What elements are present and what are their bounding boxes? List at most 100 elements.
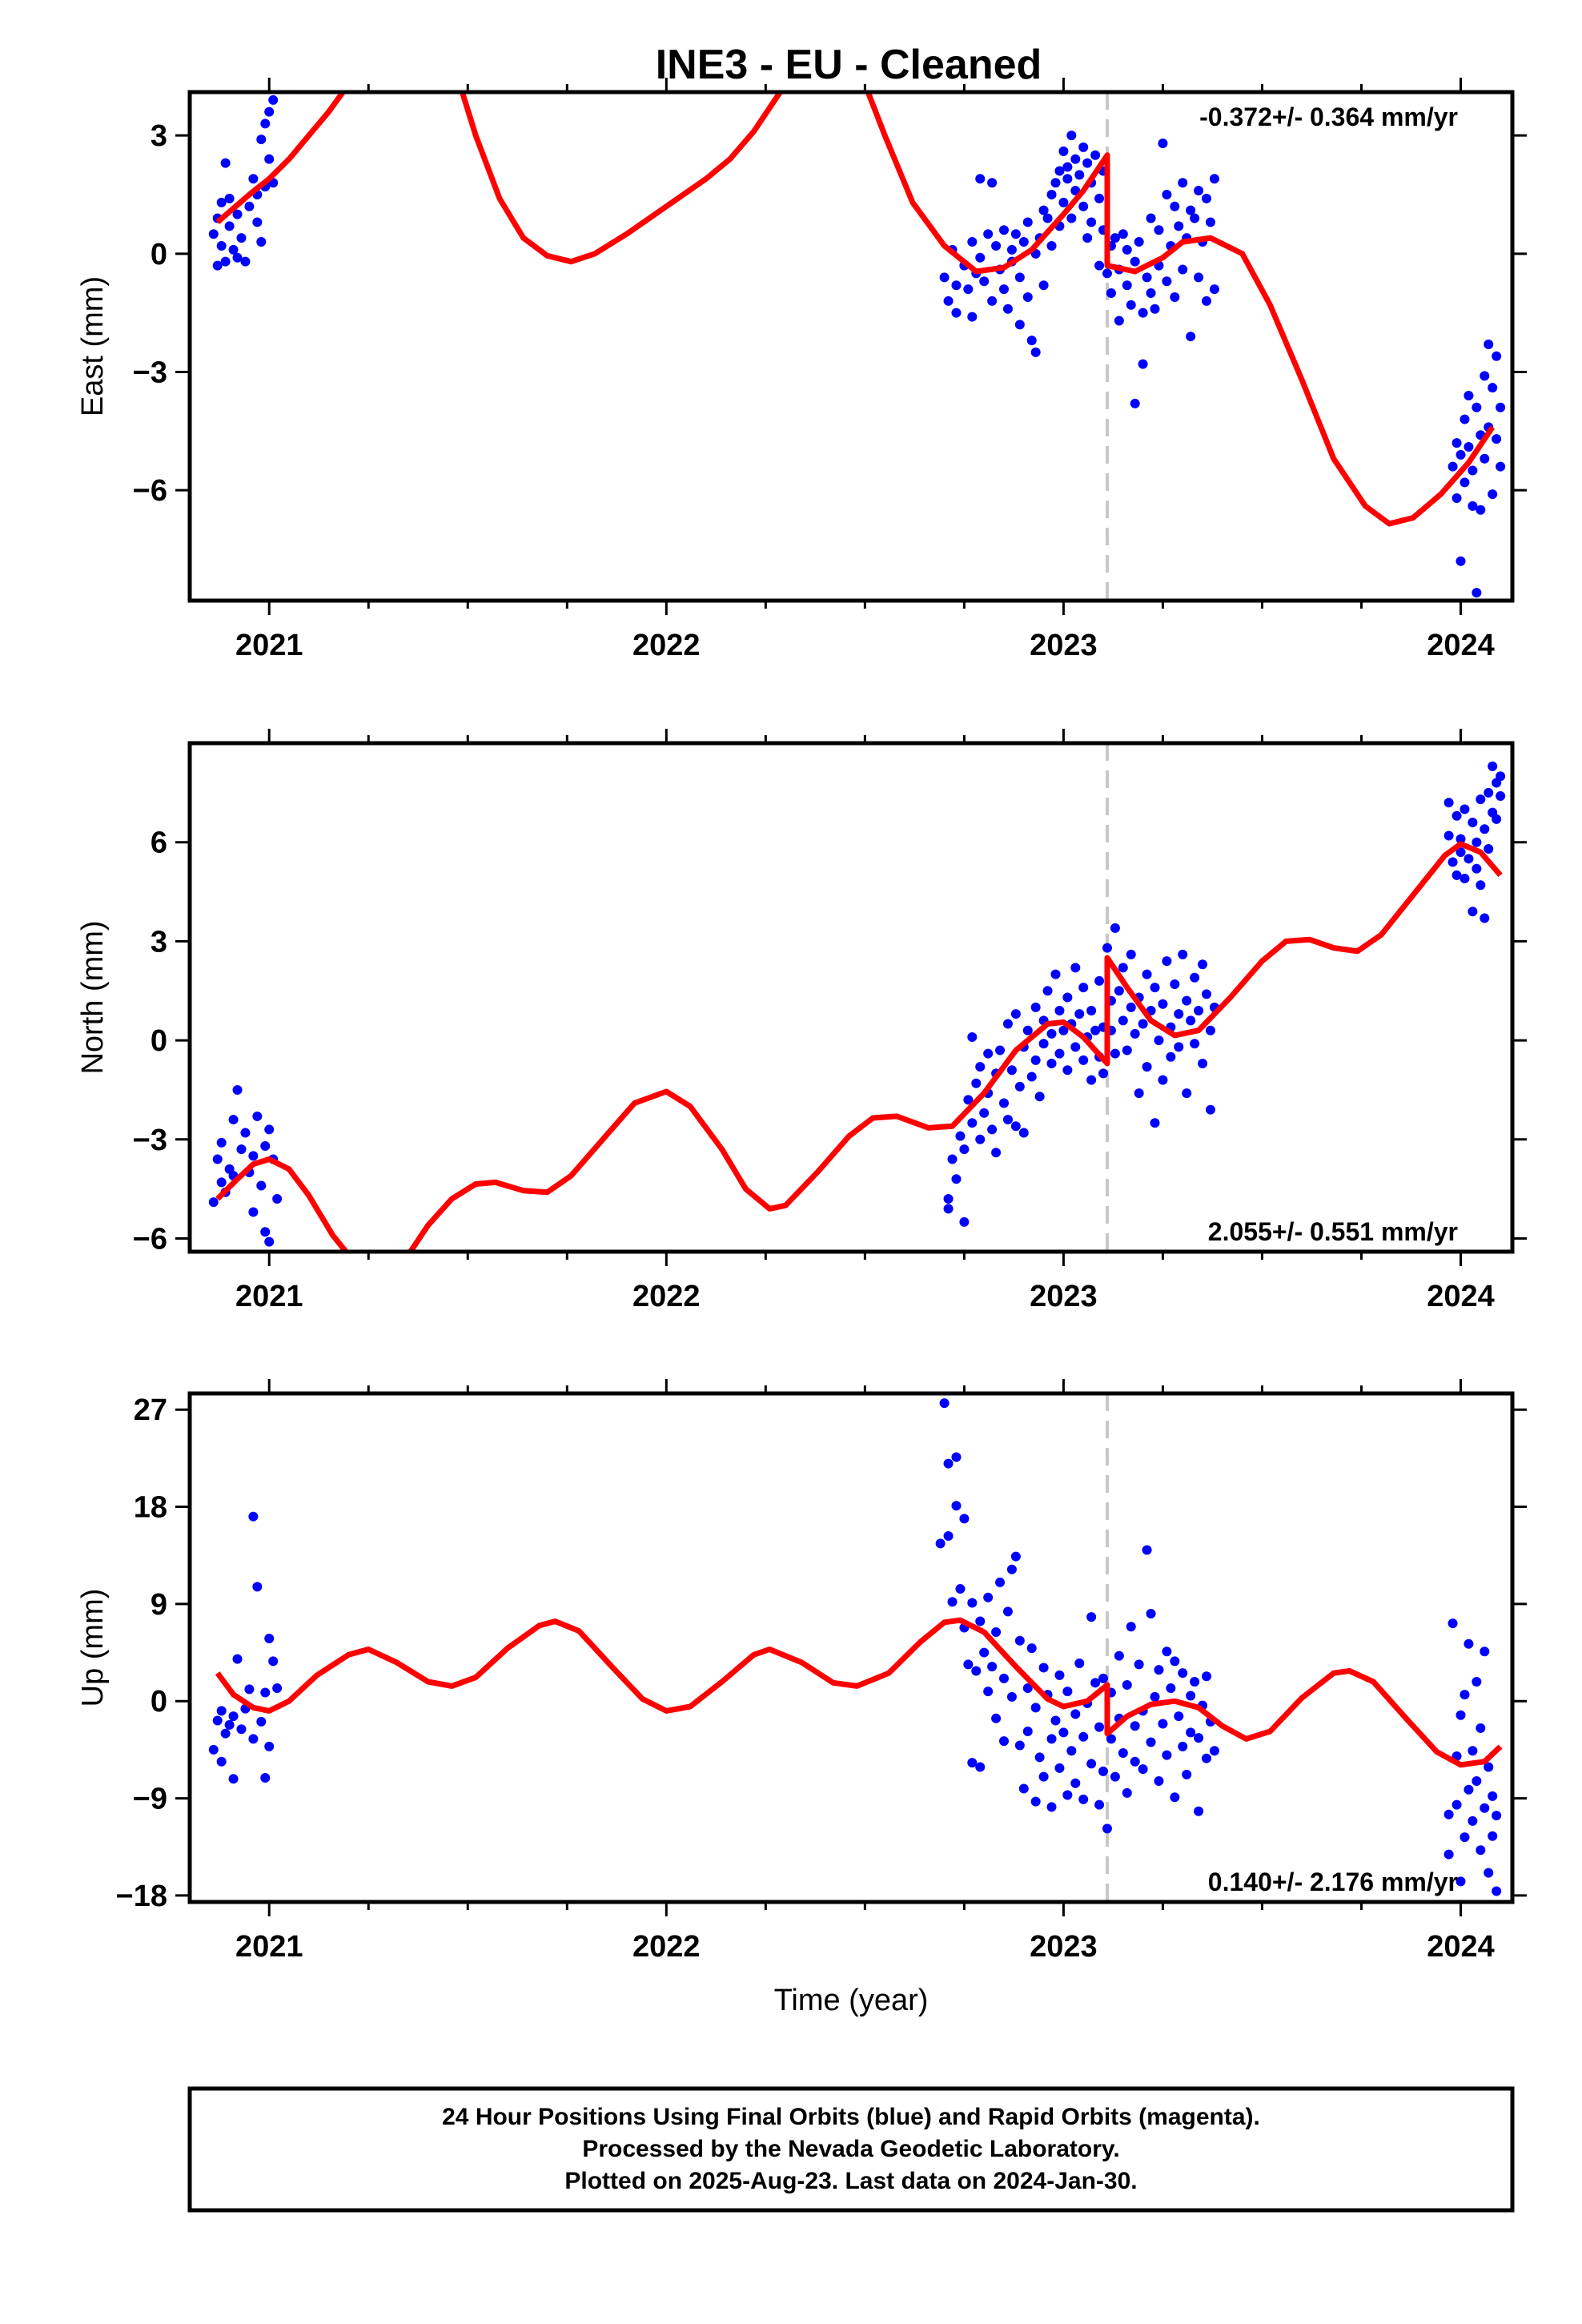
north-data-point xyxy=(1205,1025,1215,1035)
north-data-point xyxy=(216,1177,227,1188)
up-data-point xyxy=(1154,1776,1164,1787)
up-data-point xyxy=(1146,1737,1156,1747)
east-data-point xyxy=(1094,193,1105,203)
up-data-point xyxy=(1114,1651,1124,1661)
up-data-point xyxy=(1046,1734,1057,1744)
up-xtick-label: 2022 xyxy=(632,1930,701,1964)
up-data-point xyxy=(1070,1778,1081,1788)
up-data-point xyxy=(1094,1799,1105,1810)
east-data-point xyxy=(1038,280,1049,291)
up-data-point xyxy=(975,1762,986,1772)
north-ytick-label: 3 xyxy=(151,925,167,959)
up-data-point xyxy=(1162,1647,1172,1657)
up-data-point xyxy=(1046,1802,1057,1812)
east-data-point xyxy=(1202,193,1212,203)
up-data-point xyxy=(1002,1606,1013,1617)
up-data-point xyxy=(216,1756,227,1767)
east-data-point xyxy=(1082,233,1093,243)
east-data-point xyxy=(1078,201,1089,211)
up-data-point xyxy=(1098,1673,1109,1683)
north-rate-label: 2.055+/- 0.551 mm/yr xyxy=(1208,1217,1458,1246)
north-data-point xyxy=(951,1174,962,1184)
up-data-point xyxy=(1476,1723,1486,1733)
up-data-point xyxy=(967,1598,978,1608)
north-data-point xyxy=(1186,1015,1196,1026)
east-data-point xyxy=(1154,225,1164,235)
east-data-point xyxy=(1022,217,1033,227)
up-panel: 27 18 9 0 −9 −18 2021 2022 2023 2024 Up (mm) 0.140+… xyxy=(76,1379,1527,2017)
north-data-point xyxy=(1002,1115,1013,1125)
up-data-point xyxy=(1166,1683,1176,1694)
north-data-point xyxy=(1492,814,1502,824)
up-data-point xyxy=(1158,1719,1168,1729)
east-data-point xyxy=(252,217,263,227)
up-data-point xyxy=(959,1514,970,1524)
north-data-point xyxy=(1030,1002,1041,1012)
up-data-point xyxy=(1130,1756,1140,1767)
east-data-point xyxy=(1014,272,1025,283)
north-data-point xyxy=(1166,1051,1176,1062)
up-data-point xyxy=(1038,1663,1049,1673)
north-data-point xyxy=(1034,1092,1045,1102)
north-points xyxy=(208,761,1506,1247)
up-data-point xyxy=(264,1634,275,1644)
east-data-point xyxy=(1074,170,1085,180)
up-data-point xyxy=(1443,1849,1454,1860)
up-data-point xyxy=(998,1673,1009,1683)
up-ytick-label: 0 xyxy=(151,1685,167,1719)
east-data-point xyxy=(1472,402,1482,412)
east-data-point xyxy=(963,284,974,295)
up-data-point xyxy=(1209,1746,1219,1756)
footer-box: 24 Hour Positions Using Final Orbits (bl… xyxy=(187,2086,1515,2213)
north-data-point xyxy=(1046,1028,1057,1039)
up-data-point xyxy=(1062,1790,1073,1800)
east-model-curve xyxy=(215,92,1496,527)
east-data-point xyxy=(998,284,1009,295)
north-data-point xyxy=(1078,1055,1089,1065)
up-data-point xyxy=(1174,1711,1184,1722)
up-data-point xyxy=(1150,1691,1160,1702)
north-data-point xyxy=(1054,1048,1065,1059)
up-data-point xyxy=(1468,1815,1478,1826)
up-data-point xyxy=(1480,1647,1490,1657)
up-data-point xyxy=(1090,1678,1101,1688)
north-data-point xyxy=(1468,817,1478,827)
north-data-point xyxy=(1182,1088,1192,1099)
east-ytick-label: −3 xyxy=(133,356,167,389)
north-data-point xyxy=(1062,1065,1073,1076)
east-data-point xyxy=(1464,442,1474,452)
up-data-point xyxy=(1182,1769,1192,1779)
north-data-point xyxy=(967,1118,978,1128)
up-xtick-label: 2023 xyxy=(1030,1930,1098,1964)
north-xtick-label: 2023 xyxy=(1030,1280,1098,1313)
up-data-point xyxy=(1447,1618,1458,1629)
up-data-point xyxy=(256,1716,267,1727)
east-data-point xyxy=(1178,178,1188,188)
east-data-point xyxy=(216,240,227,251)
up-data-point xyxy=(1460,1832,1470,1843)
up-ytick-label: −18 xyxy=(116,1880,167,1913)
east-data-point xyxy=(1046,189,1057,199)
up-data-point xyxy=(1086,1759,1097,1769)
north-data-point xyxy=(959,1216,970,1227)
north-data-point xyxy=(232,1084,243,1095)
north-data-point xyxy=(1142,969,1152,979)
east-data-point xyxy=(232,209,243,219)
east-data-point xyxy=(1496,402,1506,412)
east-data-point xyxy=(975,252,986,263)
up-data-point xyxy=(1472,1676,1482,1687)
north-data-point xyxy=(1010,1009,1021,1019)
up-frame xyxy=(187,1391,1515,1904)
north-data-point xyxy=(1110,923,1120,933)
up-data-point xyxy=(1094,1722,1105,1732)
north-data-point xyxy=(264,1124,275,1135)
up-data-point xyxy=(1202,1753,1212,1763)
up-data-point xyxy=(1456,1876,1466,1887)
east-data-point xyxy=(998,225,1009,235)
east-data-point xyxy=(1050,178,1061,188)
north-ytick-label: 6 xyxy=(151,826,167,860)
east-data-point xyxy=(1492,434,1502,444)
up-data-point xyxy=(228,1711,239,1722)
east-data-point xyxy=(1002,304,1013,314)
